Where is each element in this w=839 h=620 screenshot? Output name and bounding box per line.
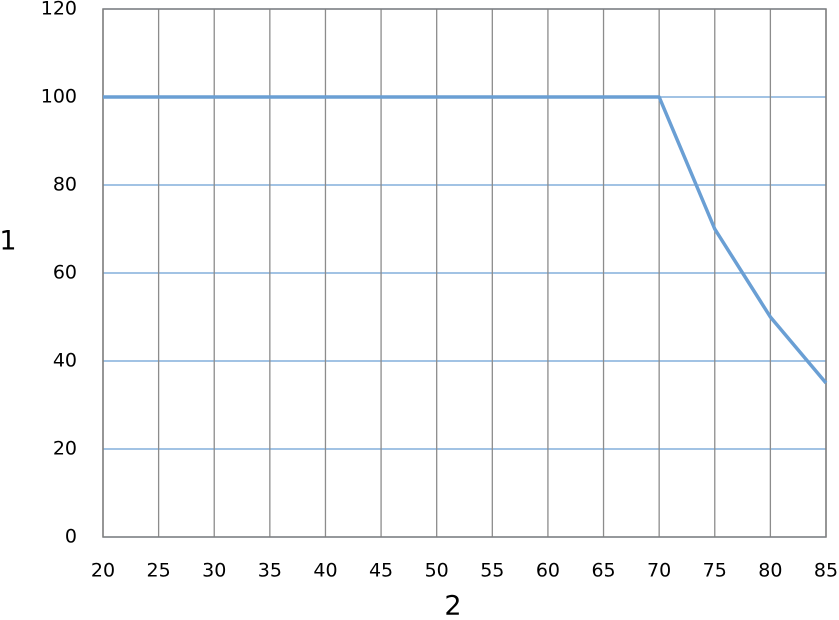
- x-tick-label: 45: [369, 560, 393, 582]
- x-tick-label: 35: [258, 560, 282, 582]
- data-line: [103, 95, 828, 385]
- x-tick-label: 60: [536, 560, 560, 582]
- y-axis-label: 1: [0, 226, 17, 257]
- x-tick-label: 75: [703, 560, 727, 582]
- x-tick-label: 65: [591, 560, 615, 582]
- y-tick-label: 120: [41, 0, 77, 20]
- x-tick-label: 25: [147, 560, 171, 582]
- y-tick-label: 80: [53, 174, 77, 196]
- x-tick-label: 85: [814, 560, 838, 582]
- x-tick-label: 40: [313, 560, 337, 582]
- x-axis-label: 2: [444, 591, 461, 620]
- x-tick-label: 80: [758, 560, 782, 582]
- y-tick-label: 60: [53, 262, 77, 284]
- plot-frame: [102, 8, 827, 538]
- x-tick-label: 20: [91, 560, 115, 582]
- x-tick-label: 30: [202, 560, 226, 582]
- x-tick-label: 70: [647, 560, 671, 582]
- y-tick-label: 100: [41, 86, 77, 108]
- x-tick-label: 50: [425, 560, 449, 582]
- y-tick-label: 20: [53, 438, 77, 460]
- y-tick-label: 40: [53, 350, 77, 372]
- y-tick-label: 0: [65, 526, 77, 548]
- x-tick-label: 55: [480, 560, 504, 582]
